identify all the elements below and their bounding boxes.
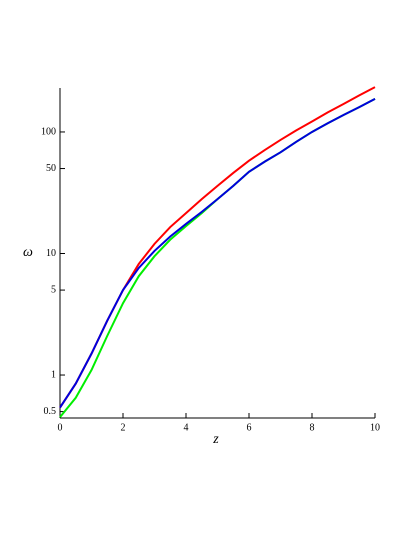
x-tick-label: 6 [247, 422, 252, 433]
x-tick-label: 10 [370, 422, 380, 433]
y-tick-label: 100 [41, 126, 56, 137]
x-tick-label: 0 [58, 422, 63, 433]
x-tick-label: 4 [184, 422, 189, 433]
y-tick-label: 50 [46, 163, 56, 174]
y-tick-label: 10 [46, 248, 56, 259]
line-series [59, 86, 376, 409]
y-tick-label: 5 [51, 284, 56, 295]
y-tick-label: 0.5 [44, 406, 57, 417]
y-tick-label: 1 [51, 369, 56, 380]
x-tick-label: 8 [310, 422, 315, 433]
line-series [59, 98, 376, 418]
x-tick-label: 2 [121, 422, 126, 433]
y-axis-label: ω [23, 245, 33, 260]
x-axis-label: z [212, 432, 219, 447]
line-series [59, 98, 376, 409]
